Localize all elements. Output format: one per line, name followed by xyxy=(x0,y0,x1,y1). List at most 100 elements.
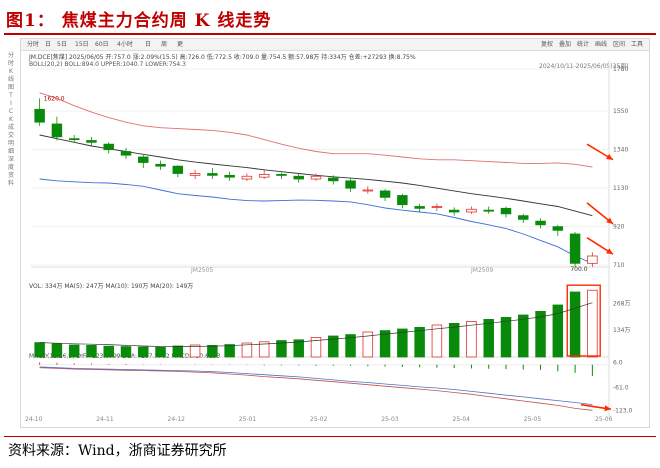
side-nav-item[interactable]: 深 xyxy=(7,156,14,163)
volume-bar xyxy=(500,316,512,358)
candle-body xyxy=(224,174,235,178)
price-tick-label: 1550 xyxy=(613,108,628,115)
macd-dif-line xyxy=(39,367,593,411)
side-nav-item[interactable]: 图 xyxy=(7,84,14,91)
candle-body xyxy=(172,165,184,174)
side-nav-item[interactable]: T xyxy=(9,92,13,99)
candle-body xyxy=(189,173,201,176)
toolbar-item-stats[interactable]: 统计 xyxy=(577,41,590,48)
trend-arrowhead xyxy=(604,405,611,412)
side-nav-item[interactable]: 线 xyxy=(7,76,14,83)
figure-title: 图1： 焦煤主力合约周 K 线走势 xyxy=(6,11,272,31)
toolbar-item-range[interactable]: 区间 xyxy=(613,41,626,48)
trend-arrowhead xyxy=(606,153,613,160)
volume-bar xyxy=(155,346,166,358)
toolbar-item-adjust[interactable]: 复权 xyxy=(541,41,554,48)
candle-body xyxy=(587,255,598,264)
candle-body xyxy=(466,208,477,213)
candle-body xyxy=(86,140,97,143)
toolbar-item-day[interactable]: 日 xyxy=(45,41,52,48)
side-nav-item[interactable]: C xyxy=(8,108,14,115)
toolbar-item-daily[interactable]: 日 xyxy=(145,41,152,48)
macd-tick-label: 6.0 xyxy=(613,359,623,366)
side-nav-item[interactable]: 资 xyxy=(7,172,14,179)
volume-bar xyxy=(103,345,114,358)
volume-bar xyxy=(466,320,477,358)
side-nav-item[interactable]: 度 xyxy=(7,164,14,171)
volume-bar xyxy=(328,335,339,358)
candle-body xyxy=(155,163,166,167)
x-axis-label: 25-03 xyxy=(381,416,399,423)
volume-bar xyxy=(518,314,529,358)
toolbar-item-draw[interactable]: 画线 xyxy=(595,41,608,48)
volume-bar xyxy=(241,342,253,358)
volume-bar xyxy=(569,291,581,358)
price-tick-label: 920 xyxy=(613,224,625,231)
candle-body xyxy=(120,151,132,156)
volume-bar xyxy=(448,322,460,358)
candle-body xyxy=(535,220,546,226)
volume-bar xyxy=(276,340,287,358)
candle-body xyxy=(362,189,374,192)
toolbar-item-5day[interactable]: 5日 xyxy=(57,41,67,48)
volume-bar xyxy=(86,344,97,358)
candle-body xyxy=(207,173,218,176)
candle-body xyxy=(552,226,564,231)
bottom-rule xyxy=(4,436,656,437)
side-nav-item[interactable]: 时 xyxy=(7,60,14,67)
volume-bar xyxy=(189,344,201,358)
candle-body xyxy=(500,207,512,215)
low-annotation: 700.0 xyxy=(570,266,587,273)
side-nav-item[interactable]: 分 xyxy=(7,52,14,59)
volume-bar xyxy=(362,331,374,358)
volume-bar xyxy=(431,324,443,358)
figure-source: 资料来源：Wind，浙商证券研究所 xyxy=(8,443,227,459)
volume-bar xyxy=(483,318,494,358)
volume-bar xyxy=(397,328,408,358)
trend-arrowhead xyxy=(606,248,613,255)
candle-body xyxy=(258,174,270,178)
high-annotation: 1620.0 xyxy=(44,95,65,102)
toolbar-item-15day[interactable]: 15日 xyxy=(75,41,89,48)
info-line: JM.DCE[焦煤] 2025/06/05 开:757.0 涨:2.09%(15… xyxy=(29,54,416,61)
side-nav-item[interactable]: 料 xyxy=(7,180,14,187)
volume-ma-line xyxy=(39,302,593,347)
candle-body xyxy=(34,108,45,123)
volume-tick-label: 134万 xyxy=(613,327,630,334)
toolbar-item-overlay[interactable]: 叠加 xyxy=(559,41,572,48)
title-rule xyxy=(4,33,656,35)
side-nav-item[interactable]: K xyxy=(9,116,13,123)
side-nav-item[interactable]: 明 xyxy=(7,140,14,147)
toolbar-item-week[interactable]: 周 xyxy=(161,41,168,48)
side-nav: 分 时 K 线 图 T I C K 成 交 明 细 深 度 资 料 xyxy=(4,52,18,188)
side-nav-item[interactable]: 成 xyxy=(7,124,14,131)
toolbar-item-60day[interactable]: 60日 xyxy=(95,41,109,48)
side-nav-item[interactable]: I xyxy=(10,100,12,107)
toolbar-item-4hour[interactable]: 4小时 xyxy=(117,41,133,48)
candle-body xyxy=(51,123,63,138)
side-nav-item[interactable]: K xyxy=(9,68,13,75)
side-nav-item[interactable]: 交 xyxy=(7,132,14,139)
x-axis-label: 25-01 xyxy=(239,416,257,423)
candle-body xyxy=(276,174,287,176)
volume-bar xyxy=(414,326,425,358)
volume-bar xyxy=(172,345,184,358)
macd-dea-line xyxy=(39,366,593,405)
volume-bar xyxy=(138,346,149,358)
volume-bar xyxy=(224,344,235,358)
x-axis-label: 24-10 xyxy=(25,416,43,423)
x-axis-label: 24-11 xyxy=(96,416,114,423)
toolbar-item-tools[interactable]: 工具 xyxy=(631,41,644,48)
side-nav-item[interactable]: 细 xyxy=(7,148,14,155)
toolbar-item-more[interactable]: 更 xyxy=(177,41,184,48)
toolbar-item-intraday[interactable]: 分时 xyxy=(27,41,40,48)
volume-bar xyxy=(207,344,218,358)
candle-body xyxy=(569,233,581,264)
candle-body xyxy=(448,209,460,213)
trend-arrowhead xyxy=(606,217,613,224)
candle-body xyxy=(397,195,408,206)
x-axis-label: 25-05 xyxy=(524,416,542,423)
candle-body xyxy=(293,175,304,180)
volume-bar xyxy=(587,289,598,358)
macd-tick-label: -61.0 xyxy=(613,384,629,391)
